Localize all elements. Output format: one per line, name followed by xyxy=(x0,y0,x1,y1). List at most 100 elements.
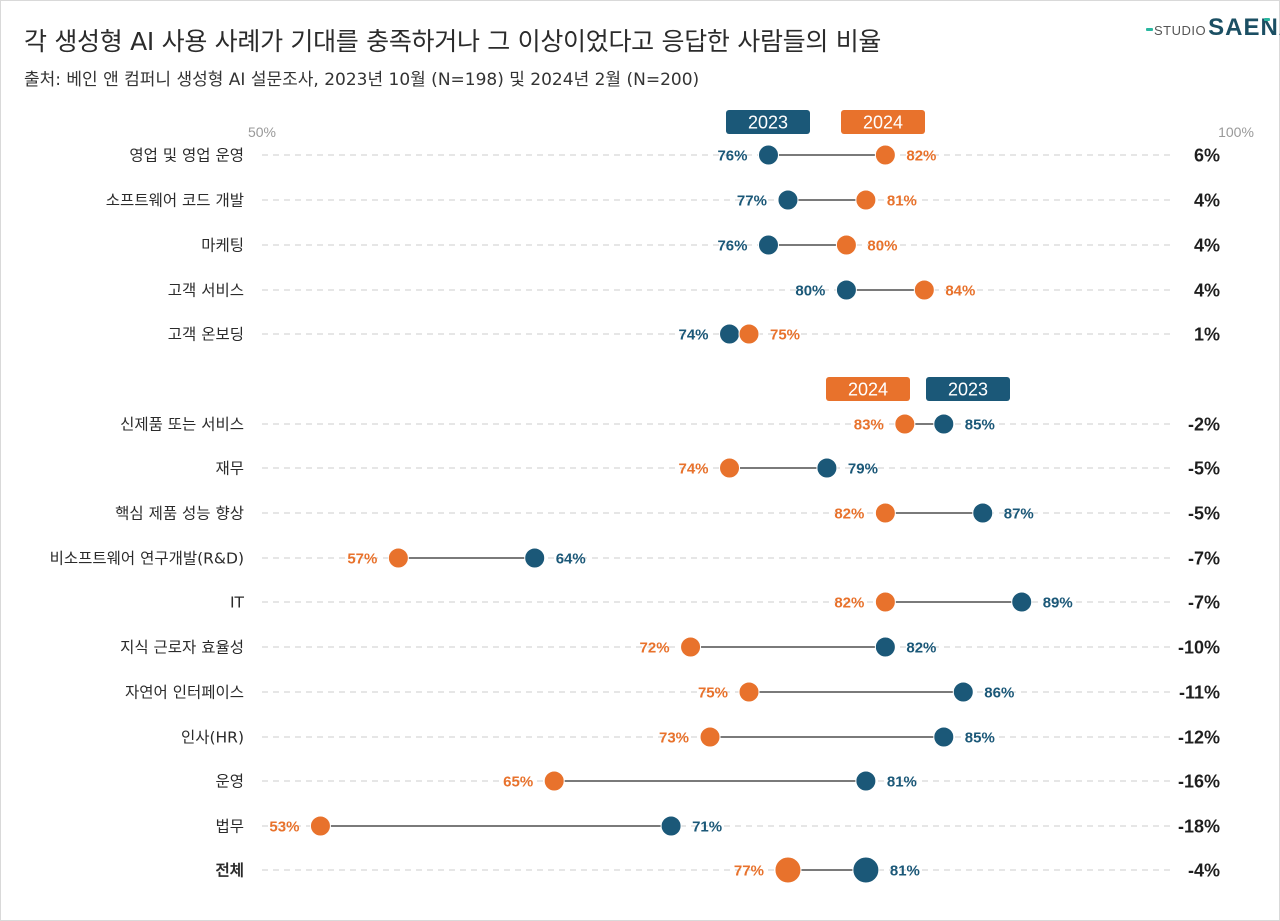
row-change-label: 6% xyxy=(1194,146,1220,166)
row-dot-2024 xyxy=(913,279,935,301)
row-value-2023: 76% xyxy=(717,238,747,255)
total-value-2023: 81% xyxy=(890,863,920,880)
row-dot-2023 xyxy=(524,547,546,569)
row-change-label: -18% xyxy=(1178,817,1220,837)
row-dot-2023 xyxy=(972,502,994,524)
chart-subtitle: 출처: 베인 앤 컴퍼니 생성형 AI 설문조사, 2023년 10월 (N=1… xyxy=(24,70,700,90)
row-change-label: 4% xyxy=(1194,281,1220,301)
row-dot-2024 xyxy=(719,457,741,479)
row-category-label: 재무 xyxy=(215,460,244,478)
row-category-label: 소프트웨어 코드 개발 xyxy=(106,192,244,210)
row-dot-2024 xyxy=(835,234,857,256)
legend-label-2024: 2024 xyxy=(848,380,888,400)
legend-badge-2023 xyxy=(926,377,1010,401)
row-value-2024: 83% xyxy=(854,417,884,434)
row-value-2023: 81% xyxy=(887,774,917,791)
row-dot-2023 xyxy=(1011,591,1033,613)
row-value-2024: 81% xyxy=(887,193,917,210)
row-change-label: -5% xyxy=(1188,459,1220,479)
row-category-label: 자연어 인터페이스 xyxy=(125,684,244,702)
total-change-label: -4% xyxy=(1188,861,1220,881)
row-dot-2024 xyxy=(309,815,331,837)
row-dot-2024 xyxy=(387,547,409,569)
row-dot-2023 xyxy=(933,726,955,748)
row-change-label: -5% xyxy=(1188,504,1220,524)
row-value-2023: 74% xyxy=(678,327,708,344)
row-dot-2024 xyxy=(874,591,896,613)
row-dot-2023 xyxy=(777,189,799,211)
row-dot-2024 xyxy=(738,323,760,345)
legend-label-2023: 2023 xyxy=(748,113,788,133)
row-change-label: -10% xyxy=(1178,638,1220,658)
row-value-2024: 75% xyxy=(770,327,800,344)
row-value-2024: 82% xyxy=(834,595,864,612)
row-dot-2023 xyxy=(874,636,896,658)
row-change-label: 4% xyxy=(1194,191,1220,211)
total-dot-2023 xyxy=(852,856,880,884)
row-value-2023: 85% xyxy=(965,730,995,747)
row-value-2024: 75% xyxy=(698,685,728,702)
row-change-label: -7% xyxy=(1188,549,1220,569)
legend-label-2024: 2024 xyxy=(863,113,903,133)
row-category-label: 인사(HR) xyxy=(181,729,244,747)
row-category-label: 비소프트웨어 연구개발(R&D) xyxy=(50,550,244,568)
chart-title: 각 생성형 AI 사용 사례가 기대를 충족하거나 그 이상이었다고 응답한 사… xyxy=(24,27,882,56)
row-change-label: -11% xyxy=(1179,683,1220,703)
row-value-2024: 84% xyxy=(945,283,975,300)
legend-badge-2024 xyxy=(841,110,925,134)
row-value-2023: 80% xyxy=(795,283,825,300)
row-dot-2023 xyxy=(757,234,779,256)
row-dot-2024 xyxy=(699,726,721,748)
row-category-label: 신제품 또는 서비스 xyxy=(120,416,244,434)
row-value-2024: 65% xyxy=(503,774,533,791)
row-value-2024: 73% xyxy=(659,730,689,747)
row-category-label: 핵심 제품 성능 향상 xyxy=(115,505,244,523)
row-dot-2024 xyxy=(894,413,916,435)
row-dot-2024 xyxy=(855,189,877,211)
row-value-2023: 79% xyxy=(848,461,878,478)
row-dot-2023 xyxy=(816,457,838,479)
row-value-2024: 72% xyxy=(640,640,670,657)
total-value-2024: 77% xyxy=(734,863,764,880)
row-dot-2023 xyxy=(719,323,741,345)
axis-min-label: 50% xyxy=(248,124,276,140)
row-category-label: 운영 xyxy=(215,773,244,791)
row-category-label: 고객 서비스 xyxy=(168,282,244,300)
row-dot-2023 xyxy=(757,144,779,166)
row-value-2024: 74% xyxy=(678,461,708,478)
row-dot-2023 xyxy=(835,279,857,301)
legend-label-2023: 2023 xyxy=(948,380,988,400)
row-value-2023: 77% xyxy=(737,193,767,210)
row-dot-2024 xyxy=(543,770,565,792)
row-value-2023: 71% xyxy=(692,819,722,836)
row-value-2024: 80% xyxy=(867,238,897,255)
row-dot-2024 xyxy=(738,681,760,703)
row-value-2024: 53% xyxy=(269,819,299,836)
axis-max-label: 100% xyxy=(1218,124,1254,140)
row-value-2023: 64% xyxy=(556,551,586,568)
row-dot-2024 xyxy=(874,144,896,166)
row-change-label: -12% xyxy=(1178,728,1220,748)
row-category-label: 법무 xyxy=(215,818,244,836)
row-dot-2023 xyxy=(855,770,877,792)
row-category-label: 마케팅 xyxy=(201,237,244,255)
row-value-2023: 85% xyxy=(965,417,995,434)
row-dot-2023 xyxy=(933,413,955,435)
total-category-label: 전체 xyxy=(215,862,244,880)
row-value-2024: 82% xyxy=(906,148,936,165)
logo-studio-text: STUDIO xyxy=(1154,23,1207,38)
row-dot-2023 xyxy=(952,681,974,703)
row-value-2023: 82% xyxy=(906,640,936,657)
row-category-label: 지식 근로자 효율성 xyxy=(120,639,244,657)
row-value-2023: 76% xyxy=(717,148,747,165)
row-change-label: 4% xyxy=(1194,236,1220,256)
row-category-label: 영업 및 영업 운영 xyxy=(129,147,244,165)
legend-badge-2023 xyxy=(726,110,810,134)
row-value-2023: 89% xyxy=(1043,595,1073,612)
row-change-label: 1% xyxy=(1194,325,1220,345)
row-category-label: 고객 온보딩 xyxy=(168,326,244,344)
row-value-2024: 57% xyxy=(347,551,377,568)
logo-mark-right xyxy=(1264,18,1270,21)
row-value-2024: 82% xyxy=(834,506,864,523)
